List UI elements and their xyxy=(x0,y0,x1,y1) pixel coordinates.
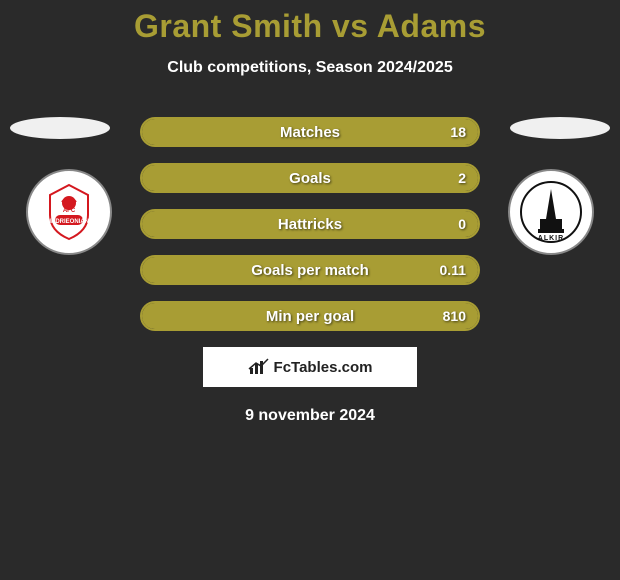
svg-text:AIRDRIEONIANS: AIRDRIEONIANS xyxy=(45,219,93,225)
stat-label: Matches xyxy=(142,124,478,141)
stat-label: Goals xyxy=(142,170,478,187)
svg-text:AFC: AFC xyxy=(63,208,76,214)
stat-value: 18 xyxy=(450,124,466,140)
airdrieonians-badge-icon: AIRDRIEONIANS AFC xyxy=(36,179,102,245)
stat-row: Matches 18 xyxy=(140,117,480,147)
stat-value: 0.11 xyxy=(440,262,466,278)
brand-label: FcTables.com xyxy=(274,359,373,376)
stat-row: Min per goal 810 xyxy=(140,301,480,331)
stat-value: 2 xyxy=(458,170,466,186)
date-label: 9 november 2024 xyxy=(0,407,620,425)
left-flag xyxy=(10,117,110,139)
stats-list: Matches 18 Goals 2 Hattricks 0 Goals per… xyxy=(140,117,480,331)
falkirk-badge-icon: ALKIR xyxy=(518,179,584,245)
right-flag xyxy=(510,117,610,139)
page-title: Grant Smith vs Adams xyxy=(0,0,620,45)
stat-value: 810 xyxy=(443,308,466,324)
stat-label: Goals per match xyxy=(142,262,478,279)
left-club-badge: AIRDRIEONIANS AFC xyxy=(26,169,112,255)
chart-icon xyxy=(248,358,270,376)
comparison-panel: AIRDRIEONIANS AFC ALKIR Matches 18 Goals… xyxy=(0,117,620,425)
stat-row: Hattricks 0 xyxy=(140,209,480,239)
subtitle: Club competitions, Season 2024/2025 xyxy=(0,59,620,77)
brand-box[interactable]: FcTables.com xyxy=(203,347,417,387)
stat-label: Hattricks xyxy=(142,216,478,233)
stat-row: Goals per match 0.11 xyxy=(140,255,480,285)
stat-label: Min per goal xyxy=(142,308,478,325)
svg-text:ALKIR: ALKIR xyxy=(538,235,564,242)
stat-row: Goals 2 xyxy=(140,163,480,193)
stat-value: 0 xyxy=(458,216,466,232)
right-club-badge: ALKIR xyxy=(508,169,594,255)
